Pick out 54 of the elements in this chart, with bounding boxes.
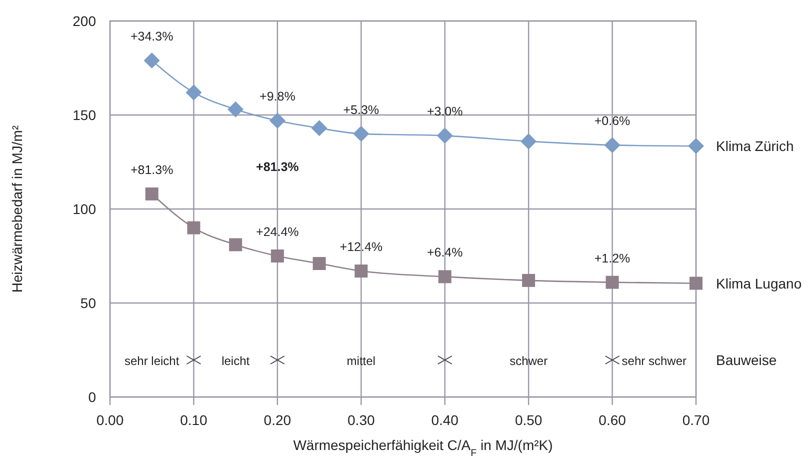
point <box>604 137 620 154</box>
y-axis-title: Heizwärmebedarf in MJ/m² <box>9 125 25 293</box>
point <box>311 120 328 136</box>
x-tick-label: 0.30 <box>348 412 375 428</box>
annotation: +6.4% <box>426 246 463 260</box>
point <box>270 250 284 262</box>
point <box>690 276 702 290</box>
series-label: Klima Zürich <box>716 138 794 154</box>
point <box>354 264 368 278</box>
annotation: +0.6% <box>594 114 630 128</box>
annotation: +24.4% <box>256 225 299 239</box>
x-tick-label: 0.00 <box>96 412 124 428</box>
series-label: Klima Lugano <box>716 275 802 292</box>
point <box>312 257 326 270</box>
annotation: schwer <box>510 354 548 368</box>
annotation: sehr leicht <box>124 354 180 368</box>
annotation: mittel <box>346 354 376 368</box>
annotation: +81.3% <box>130 162 174 177</box>
x-tick-label: 0.60 <box>598 412 626 428</box>
annotation: +3.0% <box>426 104 463 119</box>
point <box>520 133 537 150</box>
point <box>187 221 200 234</box>
y-tick-label: 100 <box>72 201 96 217</box>
annotation: +1.2% <box>594 251 630 266</box>
annotation: +81.3% <box>256 160 299 174</box>
y-tick-label: 0 <box>88 389 96 405</box>
point <box>145 187 158 200</box>
annotation: +12.4% <box>340 240 383 254</box>
point <box>186 84 202 100</box>
y-tick-label: 150 <box>72 107 96 123</box>
y-tick-label: 50 <box>80 295 96 311</box>
x-tick-label: 0.40 <box>431 412 459 428</box>
point <box>438 270 452 284</box>
point <box>228 101 244 118</box>
x-tick-label: 0.20 <box>264 412 292 428</box>
x-axis-title: Wärmespeicherfähigkeit C/A$_{F}$ in MJ/(m²K) <box>293 437 553 458</box>
point <box>269 112 286 129</box>
annotation: +34.3% <box>130 29 174 44</box>
x-tick-label: 0.10 <box>180 412 208 428</box>
point <box>353 126 370 142</box>
annotation: leicht <box>222 354 250 368</box>
point <box>144 52 160 68</box>
x-tick-label: 0.70 <box>682 412 710 428</box>
point <box>229 238 242 252</box>
y-tick-label: 200 <box>72 13 96 29</box>
annotation: +5.3% <box>343 102 380 117</box>
point <box>688 138 704 154</box>
point <box>522 274 536 287</box>
annotation: +9.8% <box>260 90 296 104</box>
x-tick-label: 0.50 <box>514 412 542 428</box>
point <box>436 128 453 144</box>
point <box>606 276 619 289</box>
text: Bauweise <box>716 352 777 368</box>
annotation: sehr schwer <box>622 354 686 368</box>
